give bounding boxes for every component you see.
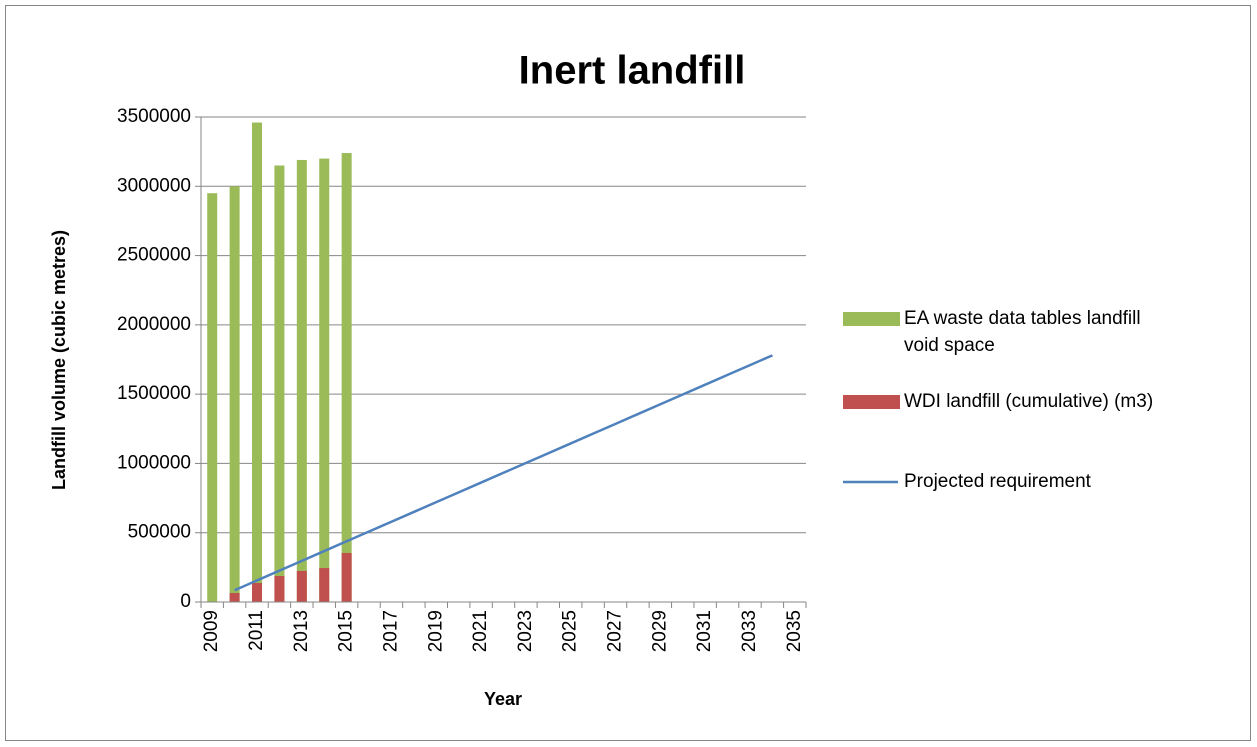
legend-swatch (843, 395, 900, 409)
legend-entry: EA waste data tables landfill void space (904, 308, 1141, 356)
x-tick-label: 2015 (336, 610, 357, 652)
x-tick-label: 2025 (560, 610, 581, 652)
bar (207, 193, 218, 602)
bar (252, 583, 263, 602)
y-tick-label: 2000000 (117, 314, 191, 335)
legend-label: WDI landfill (cumulative) (m3) (904, 391, 1154, 412)
x-tick-label: 2013 (291, 610, 312, 652)
y-tick-label: 3000000 (117, 175, 191, 196)
line (234, 354, 773, 592)
y-tick-label: 500000 (128, 522, 191, 543)
x-tick-label: 2019 (425, 610, 446, 652)
x-tick-label: 2033 (739, 610, 760, 652)
x-tick-label: 2029 (649, 610, 670, 652)
x-tick-label: 2035 (784, 610, 805, 652)
bar (229, 186, 240, 603)
legend-entry: Projected requirement (904, 471, 1091, 492)
bar (341, 153, 352, 602)
legend-swatch (843, 312, 900, 326)
bar (252, 122, 263, 603)
bar (296, 570, 307, 602)
x-tick-label: 2027 (605, 610, 626, 652)
y-tick-label: 1000000 (117, 452, 191, 473)
x-tick-label: 2017 (380, 610, 401, 652)
bar (296, 159, 307, 602)
bar (274, 165, 285, 602)
y-tick-label: 0 (180, 591, 191, 612)
bar (341, 552, 352, 602)
bar (319, 568, 330, 602)
y-tick-label: 3500000 (117, 106, 191, 127)
x-tick-label: 2031 (694, 610, 715, 652)
legend-label: EA waste data tables landfill void space (904, 308, 1141, 356)
bar (319, 158, 330, 603)
legend-entry: WDI landfill (cumulative) (m3) (904, 391, 1154, 412)
x-axis-title: Year (484, 689, 522, 709)
chart-title: Inert landfill (519, 49, 746, 93)
x-tick-label: 2021 (470, 610, 491, 652)
y-tick-label: 1500000 (117, 383, 191, 404)
x-tick-label: 2023 (515, 610, 536, 652)
chart-border (5, 5, 1251, 741)
y-axis-title: Landfill volume (cubic metres) (49, 230, 69, 490)
y-tick-label: 2500000 (117, 245, 191, 266)
bar (274, 575, 285, 602)
x-tick-label: 2009 (201, 610, 222, 652)
x-tick-label: 2011 (246, 610, 267, 651)
legend-label: Projected requirement (904, 471, 1091, 492)
bar (229, 592, 240, 602)
